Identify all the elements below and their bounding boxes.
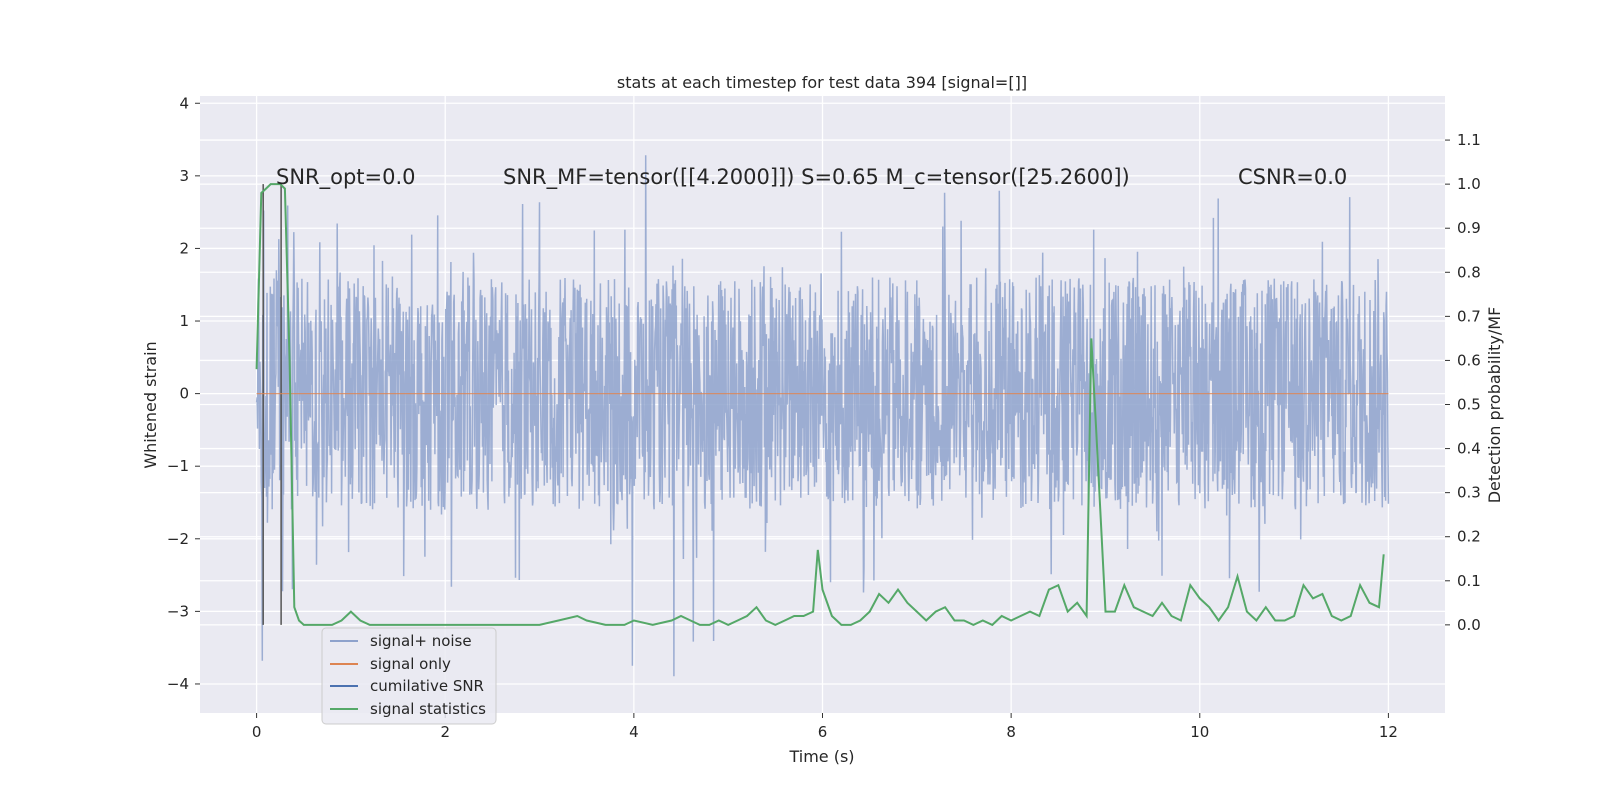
y2-axis-label: Detection probability/MF xyxy=(1485,307,1504,504)
y-tick-label: −2 xyxy=(167,530,189,548)
y-tick-label: −4 xyxy=(167,675,189,693)
y2-tick-label: 0.4 xyxy=(1457,440,1481,458)
y2-tick-label: 0.6 xyxy=(1457,351,1481,369)
y2-tick-label: 0.9 xyxy=(1457,219,1481,237)
x-tick-label: 4 xyxy=(629,723,639,741)
y-tick-label: 0 xyxy=(179,385,189,403)
legend: signal+ noise signal only cumilative SNR… xyxy=(321,627,497,725)
y2-tick-label: 1.1 xyxy=(1457,131,1481,149)
y2-tick-label: 0.5 xyxy=(1457,396,1481,414)
y2-tick-label: 0.1 xyxy=(1457,572,1481,590)
y-tick-label: 2 xyxy=(179,239,189,257)
x-axis-label: Time (s) xyxy=(788,747,854,766)
y2-tick-label: 0.3 xyxy=(1457,484,1481,502)
legend-label-stats: signal statistics xyxy=(370,700,486,718)
legend-label-signal: signal only xyxy=(370,655,451,673)
annotation-snr-opt: SNR_opt=0.0 xyxy=(276,165,416,190)
legend-label-noise: signal+ noise xyxy=(370,632,472,650)
y2-tick-label: 1.0 xyxy=(1457,175,1481,193)
y-axis-label: Whitened strain xyxy=(141,341,160,468)
y-tick-label: −1 xyxy=(167,457,189,475)
signal-statistics-line xyxy=(255,183,1385,627)
annotation-csnr: CSNR=0.0 xyxy=(1238,165,1347,189)
legend-label-snr: cumilative SNR xyxy=(370,677,484,695)
x-tick-label: 8 xyxy=(1006,723,1016,741)
signal-noise-series xyxy=(255,155,1390,677)
y-tick-label: 4 xyxy=(179,94,189,112)
annotation-snr-mf: SNR_MF=tensor([[4.2000]]) S=0.65 M_c=ten… xyxy=(503,165,1130,190)
x-tick-label: 12 xyxy=(1379,723,1398,741)
line-series xyxy=(255,183,1389,627)
x-tick-label: 2 xyxy=(440,723,450,741)
y2-tick-label: 0.2 xyxy=(1457,528,1481,546)
y-tick-label: −3 xyxy=(167,602,189,620)
chart-title: stats at each timestep for test data 394… xyxy=(617,73,1027,92)
y2-tick-label: 0.7 xyxy=(1457,307,1481,325)
y-tick-label: 3 xyxy=(179,167,189,185)
x-tick-label: 0 xyxy=(252,723,262,741)
legend-box xyxy=(321,627,497,725)
y2-tick-label: 0.8 xyxy=(1457,263,1481,281)
y-tick-label: 1 xyxy=(179,312,189,330)
signal-noise-line xyxy=(255,155,1390,677)
tick-labels: 0 2 4 6 8 10 12−4−3−2−1012340.00.10.20.30.40.5… xyxy=(167,94,1481,741)
x-tick-label: 10 xyxy=(1190,723,1209,741)
y2-tick-label: 0.0 xyxy=(1457,616,1481,634)
x-tick-label: 6 xyxy=(818,723,828,741)
